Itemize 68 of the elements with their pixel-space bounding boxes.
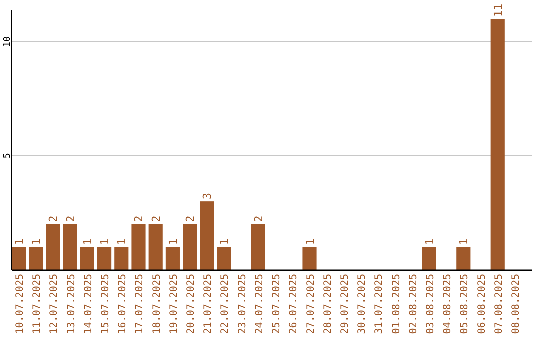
x-tick-label: 13.07.2025 — [66, 274, 78, 334]
bar — [12, 247, 26, 270]
bar — [490, 19, 505, 270]
data-label: 1 — [458, 238, 471, 246]
bar — [46, 224, 60, 270]
x-tick-label: 31.07.2025 — [374, 274, 386, 334]
x-tick-label: 22.07.2025 — [220, 274, 232, 334]
data-label: 1 — [116, 238, 129, 246]
data-label: 1 — [98, 238, 112, 246]
data-label: 3 — [201, 192, 214, 200]
data-label: 1 — [423, 238, 436, 246]
data-label: 1 — [218, 238, 232, 246]
bar — [166, 247, 180, 270]
bar — [217, 247, 232, 270]
bar — [302, 247, 317, 270]
bar — [132, 224, 146, 270]
x-tick-label: 26.07.2025 — [288, 274, 300, 334]
bar — [456, 247, 471, 270]
data-label: 1 — [81, 238, 94, 246]
x-tick-label: 28.07.2025 — [322, 274, 334, 334]
x-tick-label: 27.07.2025 — [306, 274, 317, 334]
x-tick-label: 16.07.2025 — [118, 274, 129, 334]
bar — [29, 247, 44, 270]
data-label: 1 — [166, 238, 180, 246]
data-label: 2 — [252, 216, 266, 222]
x-tick-label: 02.08.2025 — [408, 274, 420, 334]
x-tick-label: 20.07.2025 — [186, 274, 198, 334]
data-label: 1 — [304, 238, 317, 246]
data-label: 2 — [64, 216, 78, 222]
x-tick-label: 06.08.2025 — [476, 274, 488, 334]
x-tick-label: 03.08.2025 — [425, 274, 436, 334]
x-tick-label: 30.07.2025 — [357, 274, 368, 334]
x-tick-label: 14.07.2025 — [83, 274, 94, 334]
data-label: 2 — [184, 216, 198, 222]
bar — [200, 202, 214, 270]
x-tick-label: 25.07.2025 — [272, 274, 283, 334]
bar — [422, 247, 436, 270]
x-tick-label: 15.07.2025 — [100, 274, 112, 334]
x-tick-label: 24.07.2025 — [254, 274, 266, 334]
x-tick-label: 17.07.2025 — [134, 274, 146, 334]
x-tick-label: 23.07.2025 — [237, 274, 248, 334]
x-tick-label: 19.07.2025 — [168, 274, 180, 334]
data-label: 1 — [13, 238, 26, 246]
bar — [114, 247, 129, 270]
bar — [183, 224, 198, 270]
x-tick-label: 29.07.2025 — [340, 274, 351, 334]
bar — [80, 247, 94, 270]
x-tick-label: 10.07.2025 — [15, 274, 26, 334]
x-tick-label: 01.08.2025 — [391, 274, 402, 334]
x-tick-label: 11.07.2025 — [32, 274, 44, 334]
data-label: 2 — [150, 216, 163, 222]
y-tick-label: 10 — [3, 36, 13, 48]
bar — [98, 247, 112, 270]
x-tick-label: 18.07.2025 — [152, 274, 163, 334]
x-tick-label: 08.08.2025 — [510, 274, 522, 334]
data-label: 1 — [30, 238, 44, 246]
x-tick-label: 04.08.2025 — [442, 274, 454, 334]
y-tick-label: 5 — [3, 153, 13, 159]
x-tick-label: 07.08.2025 — [494, 274, 505, 334]
x-tick-label: 12.07.2025 — [49, 274, 60, 334]
data-label: 2 — [47, 216, 60, 222]
bar — [148, 224, 163, 270]
data-label: 11 — [492, 4, 505, 18]
x-tick-label: 05.08.2025 — [460, 274, 471, 334]
x-tick-label: 21.07.2025 — [203, 274, 214, 334]
bar — [63, 224, 78, 270]
data-label: 2 — [132, 216, 146, 222]
bar — [251, 224, 266, 270]
